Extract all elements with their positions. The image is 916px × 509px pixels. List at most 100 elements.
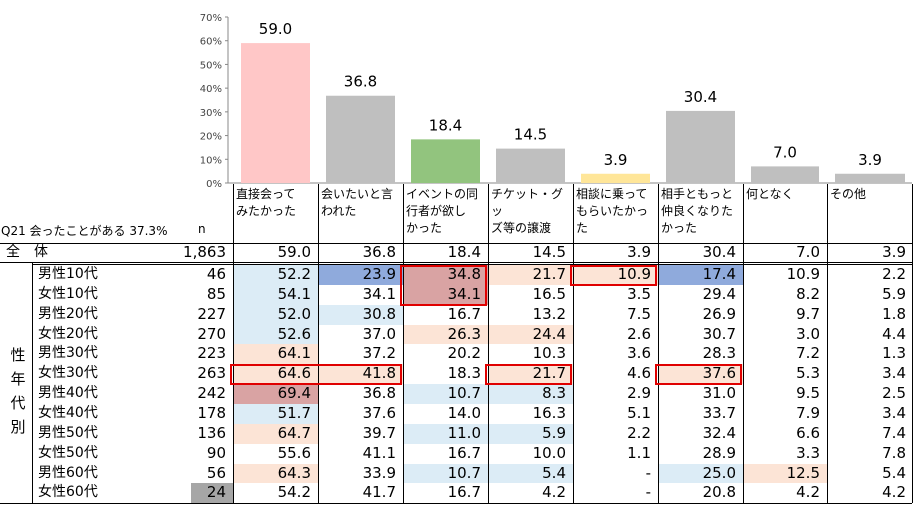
row-value: 5.9	[488, 423, 573, 444]
row-label: 女性40代	[38, 404, 98, 421]
total-row-value: 59.0	[277, 243, 311, 261]
row-value: 9.7	[796, 304, 820, 323]
row-value: 2.9	[627, 384, 651, 403]
column-header: その他	[830, 187, 867, 201]
row-n: 85	[206, 284, 226, 303]
row-value: -	[645, 483, 651, 502]
total-row-value: 3.9	[882, 243, 906, 261]
row-label: 男性40代	[38, 385, 98, 402]
grid-line	[912, 184, 913, 504]
row-value: 41.8	[318, 364, 403, 385]
row-value: 10.7	[403, 384, 488, 404]
row-n: 227	[197, 304, 226, 323]
row-value: 54.1	[233, 284, 318, 305]
row-value: 28.3	[702, 344, 736, 363]
row-value: 31.0	[702, 384, 736, 403]
row-value: 16.7	[447, 483, 481, 502]
row-value: 52.2	[233, 265, 318, 285]
row-value: 21.7	[488, 364, 573, 385]
row-value: 9.5	[796, 384, 820, 403]
column-header: 会いたいと言 われた	[321, 187, 394, 218]
row-value: 34.1	[403, 284, 488, 305]
row-value: 2.2	[882, 265, 906, 283]
row-value: 10.0	[532, 443, 566, 462]
bar-value-label: 7.0	[773, 143, 797, 161]
bar	[666, 110, 735, 183]
row-value: 3.0	[796, 324, 820, 343]
row-label: 女性60代	[38, 484, 98, 501]
row-value: 1.8	[882, 304, 906, 323]
row-value: 3.4	[882, 364, 906, 383]
row-value: 5.9	[882, 284, 906, 303]
bar-value-label: 18.4	[429, 116, 462, 134]
row-value: -	[645, 463, 651, 482]
row-value: 4.2	[796, 483, 820, 502]
row-n: 24	[191, 483, 233, 504]
grid-line	[318, 184, 319, 504]
bar	[326, 95, 395, 183]
row-value: 2.2	[627, 423, 651, 442]
bars	[241, 43, 905, 184]
bar-value-label: 59.0	[259, 20, 292, 38]
grid-line	[233, 184, 234, 504]
n-label: n	[198, 222, 206, 236]
total-row-value: 36.8	[362, 243, 396, 261]
total-row-value: 3.9	[627, 243, 651, 261]
grid-line	[827, 184, 828, 504]
row-value: 41.7	[362, 483, 396, 502]
row-value: 21.7	[488, 265, 573, 285]
y-tick-label: 70%	[200, 13, 222, 24]
row-label: 女性20代	[38, 325, 98, 342]
row-n: 263	[197, 364, 226, 383]
row-value: 2.5	[882, 384, 906, 403]
total-row-value: 30.4	[702, 243, 736, 261]
total-row-value: 7.0	[796, 243, 820, 261]
bar-chart: 0% 10% 20% 30% 40% 50% 60% 70% 59.0 36.8 18.4 14.5…	[200, 13, 912, 190]
row-value: 41.1	[362, 443, 396, 462]
bar-value-label: 30.4	[684, 88, 717, 106]
row-value: 14.0	[447, 403, 481, 422]
row-value: 28.9	[702, 443, 736, 462]
row-value: 32.4	[702, 423, 736, 442]
grid-line	[573, 184, 574, 504]
grid-line	[0, 262, 912, 263]
row-value: 29.4	[702, 284, 736, 303]
y-tick-label: 20%	[200, 132, 222, 143]
bar-value-label: 3.9	[604, 151, 628, 169]
row-value: 20.8	[702, 483, 736, 502]
row-value: 54.2	[277, 483, 311, 502]
row-value: 20.2	[447, 344, 481, 363]
row-value: 10.9	[573, 265, 658, 285]
grid-line	[32, 264, 912, 265]
row-value: 34.8	[403, 265, 488, 285]
row-value: 8.3	[488, 384, 573, 404]
bar	[496, 148, 565, 183]
side-label-char: 別	[10, 418, 26, 436]
row-value: 26.3	[403, 324, 488, 345]
row-value: 1.3	[882, 344, 906, 363]
column-header: 何となく	[746, 187, 794, 201]
row-value: 16.7	[447, 443, 481, 462]
row-n: 223	[197, 344, 226, 363]
row-value: 7.5	[627, 304, 651, 323]
row-value: 4.2	[882, 483, 906, 502]
grid-line	[658, 184, 659, 504]
bar	[581, 173, 650, 183]
row-value: 2.6	[627, 324, 651, 343]
column-header: 直接会って みたかった	[236, 187, 297, 218]
row-value: 37.0	[362, 324, 396, 343]
row-value: 18.3	[447, 364, 481, 383]
row-n: 90	[206, 443, 226, 462]
y-tick-label: 40%	[200, 84, 222, 95]
row-label: 女性30代	[38, 365, 98, 382]
row-value: 25.0	[658, 463, 743, 484]
row-n: 242	[197, 384, 226, 403]
row-value: 64.6	[233, 364, 318, 385]
row-value: 26.9	[702, 304, 736, 323]
y-tick-label: 30%	[200, 108, 222, 119]
y-tick-label: 10%	[200, 155, 222, 166]
row-value: 12.5	[743, 463, 827, 484]
side-label-char: 性	[10, 346, 26, 364]
row-n: 56	[206, 463, 226, 482]
row-value: 64.7	[233, 423, 318, 444]
